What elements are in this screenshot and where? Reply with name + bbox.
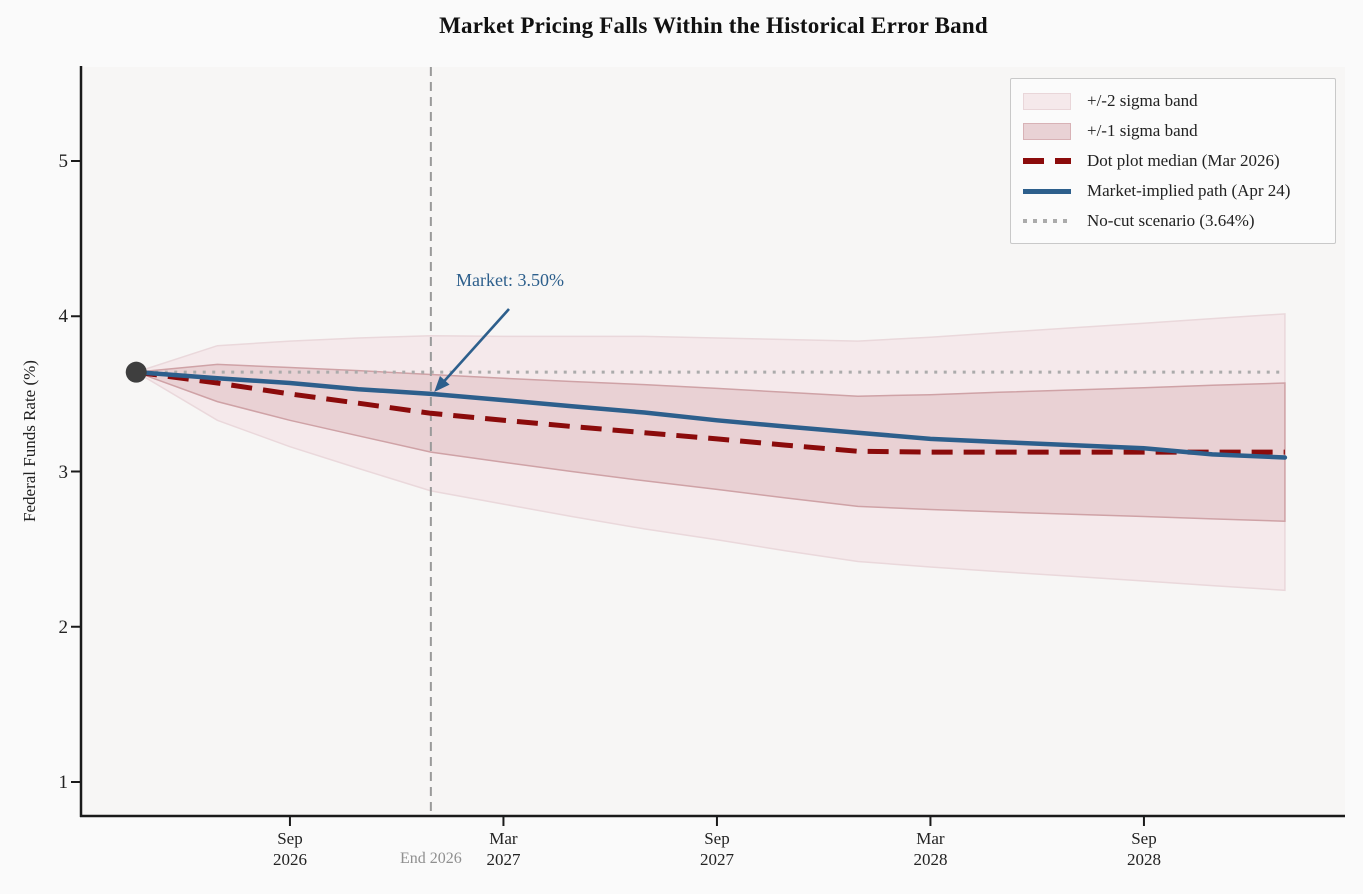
x-tick-month: Sep — [1131, 829, 1157, 848]
y-tick-label: 3 — [58, 461, 69, 483]
x-tick-label: Sep 2028 — [1089, 829, 1199, 870]
legend-item-label: +/-1 sigma band — [1087, 121, 1198, 140]
x-tick-month: Mar — [916, 829, 945, 848]
legend-band-swatch — [1023, 122, 1071, 140]
legend-item: Dot plot median (Mar 2026) — [1023, 146, 1323, 176]
annotation-arrow-head — [434, 375, 450, 392]
legend-item-label: No-cut scenario (3.64%) — [1087, 211, 1255, 230]
legend-band-swatch — [1023, 92, 1071, 110]
x-tick-label: Mar 2027 — [448, 829, 558, 870]
y-tick-label: 4 — [58, 306, 69, 328]
x-tick-label: Sep 2027 — [662, 829, 772, 870]
chart-title: Market Pricing Falls Within the Historic… — [439, 13, 988, 38]
legend-item: +/-1 sigma band — [1023, 116, 1323, 146]
start-dot — [125, 361, 147, 383]
legend: +/-2 sigma band +/-1 sigma band Dot plot m… — [1010, 78, 1336, 244]
market-annotation-text: Market: 3.50% — [456, 270, 564, 290]
x-tick-month: Sep — [277, 829, 303, 848]
dot-plot-median-line — [135, 369, 1285, 455]
x-tick-month: Mar — [489, 829, 518, 848]
legend-item: Market-implied path (Apr 24) — [1023, 176, 1323, 206]
x-tick-year: 2027 — [486, 849, 521, 869]
x-tick-label: Sep 2026 — [235, 829, 345, 870]
market-implied-line — [133, 369, 1288, 460]
x-tick-month: Sep — [704, 829, 730, 848]
x-tick-year: 2028 — [1126, 849, 1161, 869]
legend-line-swatch — [1023, 188, 1071, 194]
legend-item-label: Dot plot median (Mar 2026) — [1087, 151, 1280, 170]
legend-line-swatch — [1023, 219, 1071, 223]
x-tick-year: 2027 — [699, 849, 734, 869]
y-tick-label: 1 — [58, 772, 69, 793]
x-tick-label: Mar 2028 — [875, 829, 985, 870]
legend-item-label: +/-2 sigma band — [1087, 91, 1198, 110]
y-tick-label: 5 — [58, 151, 69, 172]
x-tick-year: 2028 — [913, 849, 948, 869]
y-tick-label: 2 — [58, 616, 69, 638]
annotation-arrow-shaft — [442, 308, 510, 384]
end-2026-label: End 2026 — [399, 850, 462, 867]
legend-item-label: Market-implied path (Apr 24) — [1087, 181, 1291, 200]
legend-item: +/-2 sigma band — [1023, 86, 1323, 116]
legend-item: No-cut scenario (3.64%) — [1023, 206, 1323, 236]
x-tick-year: 2026 — [272, 849, 307, 869]
y-axis-title: Federal Funds Rate (%) — [20, 360, 39, 522]
legend-line-swatch — [1023, 158, 1071, 164]
